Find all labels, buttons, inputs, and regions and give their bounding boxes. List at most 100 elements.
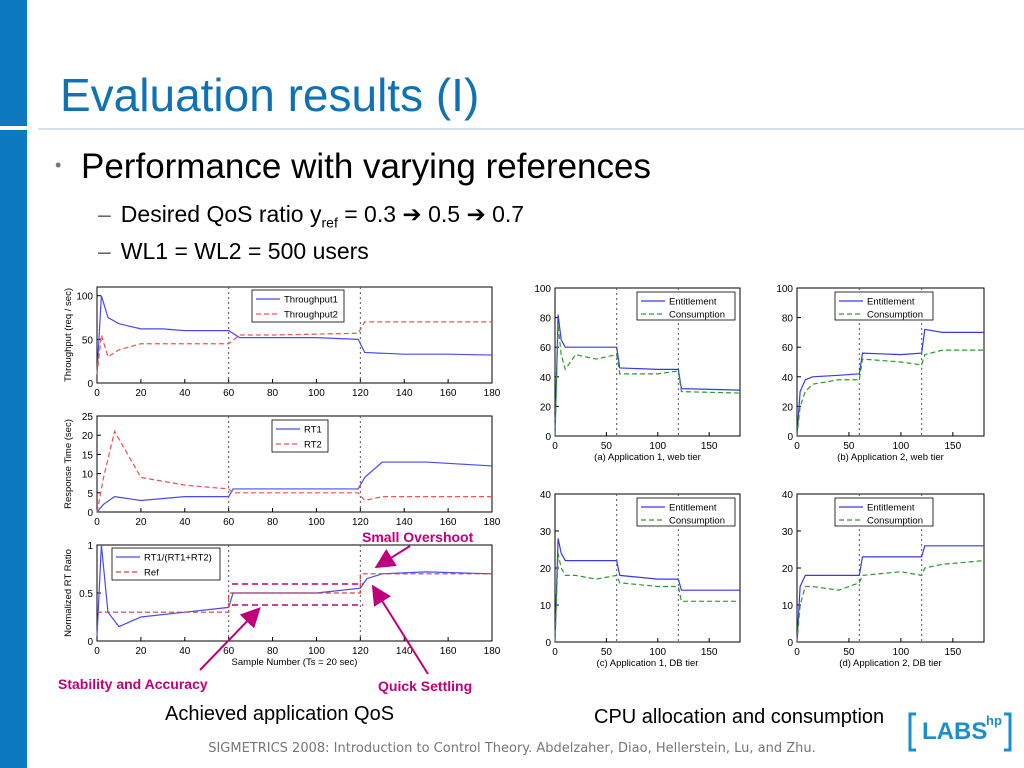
y-axis-label: Normalized RT Ratio xyxy=(63,549,74,637)
y-tick-label: 30 xyxy=(540,527,552,538)
x-tick-label: 20 xyxy=(135,517,147,528)
sub-bullet-2-text: WL1 = WL2 = 500 users xyxy=(120,238,369,264)
x-tick-label: 160 xyxy=(440,646,457,657)
x-axis-label: (b) Application 2, web tier xyxy=(837,452,944,463)
legend-box xyxy=(636,497,736,527)
chart-2: 0 20 40 60 80 100 120 140 160 1800510152025RT1RT2… xyxy=(63,412,501,528)
x-tick-label: 40 xyxy=(179,517,191,528)
x-axis-label: (d) Application 2, DB tier xyxy=(839,658,941,669)
legend-label: Entitlement xyxy=(669,297,717,308)
y-tick-label: 10 xyxy=(82,470,94,481)
x-tick-label: 80 xyxy=(267,517,279,528)
x-tick-label: 40 xyxy=(179,646,191,657)
legend-label: RT1/(RT1+RT2) xyxy=(144,553,212,564)
x-tick-label: 50 xyxy=(601,441,613,452)
x-tick-label: 80 xyxy=(267,388,279,399)
x-tick-label: 100 xyxy=(308,388,325,399)
x-tick-label: 140 xyxy=(396,646,413,657)
x-tick-label: 20 xyxy=(135,646,147,657)
x-tick-label: 100 xyxy=(893,647,910,658)
x-tick-label: 60 xyxy=(223,646,235,657)
y-tick-label: 100 xyxy=(76,292,93,303)
x-tick-label: 0 xyxy=(794,647,800,658)
y-tick-label: 80 xyxy=(782,314,794,325)
sub-bullet-2: – WL1 = WL2 = 500 users xyxy=(98,240,369,263)
series-line-2 xyxy=(554,553,740,643)
bullet-main: • Performance with varying references xyxy=(55,147,651,187)
x-tick-label: 60 xyxy=(223,388,235,399)
x-tick-label: 150 xyxy=(944,441,961,452)
y-tick-label: 0 xyxy=(87,637,93,648)
legend-label: Throughput2 xyxy=(284,310,338,321)
sub-bullet-1-subscript: ref xyxy=(321,214,338,231)
caption-application-qos: Achieved application QoS xyxy=(165,703,395,725)
x-tick-label: 50 xyxy=(601,647,613,658)
y-tick-label: 80 xyxy=(540,314,552,325)
chart-7: 0 50 100 150 0 10 20 30 40 Entitlement Consumption… xyxy=(782,490,985,669)
series-line-2 xyxy=(554,324,741,437)
x-axis-label: Sample Number (Ts = 20 sec) xyxy=(232,657,358,668)
x-tick-label: 180 xyxy=(484,388,501,399)
bullet-main-text: Performance with varying references xyxy=(81,147,651,186)
y-tick-label: 0 xyxy=(545,432,551,443)
x-tick-label: 0 xyxy=(552,441,558,452)
legend-label: Throughput1 xyxy=(284,295,338,306)
legend: Entitlement Consumption xyxy=(636,291,736,321)
legend-box xyxy=(636,291,736,321)
y-tick-label: 30 xyxy=(782,527,794,538)
title-divider xyxy=(38,128,1024,130)
x-tick-label: 140 xyxy=(396,517,413,528)
x-tick-label: 100 xyxy=(308,646,325,657)
y-tick-label: 25 xyxy=(82,412,94,423)
x-tick-label: 50 xyxy=(843,441,855,452)
y-tick-label: 40 xyxy=(782,490,794,501)
x-tick-label: 0 xyxy=(94,646,100,657)
arrow-settling xyxy=(371,584,429,675)
x-tick-label: 100 xyxy=(649,647,666,658)
annotation-stability-accuracy: Stability and Accuracy xyxy=(58,676,208,692)
x-tick-label: 160 xyxy=(440,388,457,399)
y-axis-label: Throughput (req / sec) xyxy=(63,288,74,382)
y-tick-label: 60 xyxy=(782,343,794,354)
y-tick-label: 50 xyxy=(82,335,94,346)
sidebar-gap xyxy=(0,126,27,130)
sub-bullet-1: – Desired QoS ratio yref = 0.3 ➔ 0.5 ➔ 0.… xyxy=(98,203,524,230)
annotation-quick-settling: Quick Settling xyxy=(378,678,473,694)
legend-label: Ref xyxy=(144,568,159,579)
sub-bullet-1-pre: Desired QoS ratio y xyxy=(120,201,322,227)
y-tick-label: 1 xyxy=(87,541,93,552)
y-tick-label: 60 xyxy=(540,343,552,354)
x-tick-label: 160 xyxy=(440,517,457,528)
legend-label: RT1 xyxy=(304,425,322,436)
legend: Entitlement Consumption xyxy=(834,497,934,527)
x-tick-label: 80 xyxy=(267,646,279,657)
chart-4: 0 50 100 150 0 20 40 60 80 100 Entitlement Consumpt… xyxy=(534,284,741,463)
legend-box xyxy=(251,289,345,323)
series-line-2 xyxy=(97,573,492,613)
series-line-1 xyxy=(96,461,493,513)
chart-6: 0 50 100 150 0 10 20 30 40 Entitlement Consumption… xyxy=(540,490,741,669)
x-tick-label: 120 xyxy=(352,517,369,528)
y-tick-label: 20 xyxy=(540,402,552,413)
x-tick-label: 100 xyxy=(893,441,910,452)
legend: Entitlement Consumption xyxy=(636,497,736,527)
x-tick-label: 0 xyxy=(552,647,558,658)
y-tick-label: 0 xyxy=(787,638,793,649)
x-tick-label: 120 xyxy=(352,388,369,399)
x-tick-label: 180 xyxy=(484,646,501,657)
y-tick-label: 20 xyxy=(782,564,794,575)
logo-text: LABS xyxy=(922,718,988,745)
x-tick-label: 20 xyxy=(135,388,147,399)
legend-box xyxy=(111,547,221,581)
x-axis-label: (a) Application 1, web tier xyxy=(594,452,701,463)
x-axis-label: (c) Application 1, DB tier xyxy=(597,658,699,669)
x-tick-label: 100 xyxy=(308,517,325,528)
legend-label: Entitlement xyxy=(669,503,717,514)
y-tick-label: 40 xyxy=(540,490,552,501)
x-tick-label: 50 xyxy=(843,647,855,658)
series-line-2 xyxy=(796,349,984,437)
x-tick-label: 140 xyxy=(396,388,413,399)
x-tick-label: 0 xyxy=(94,517,100,528)
